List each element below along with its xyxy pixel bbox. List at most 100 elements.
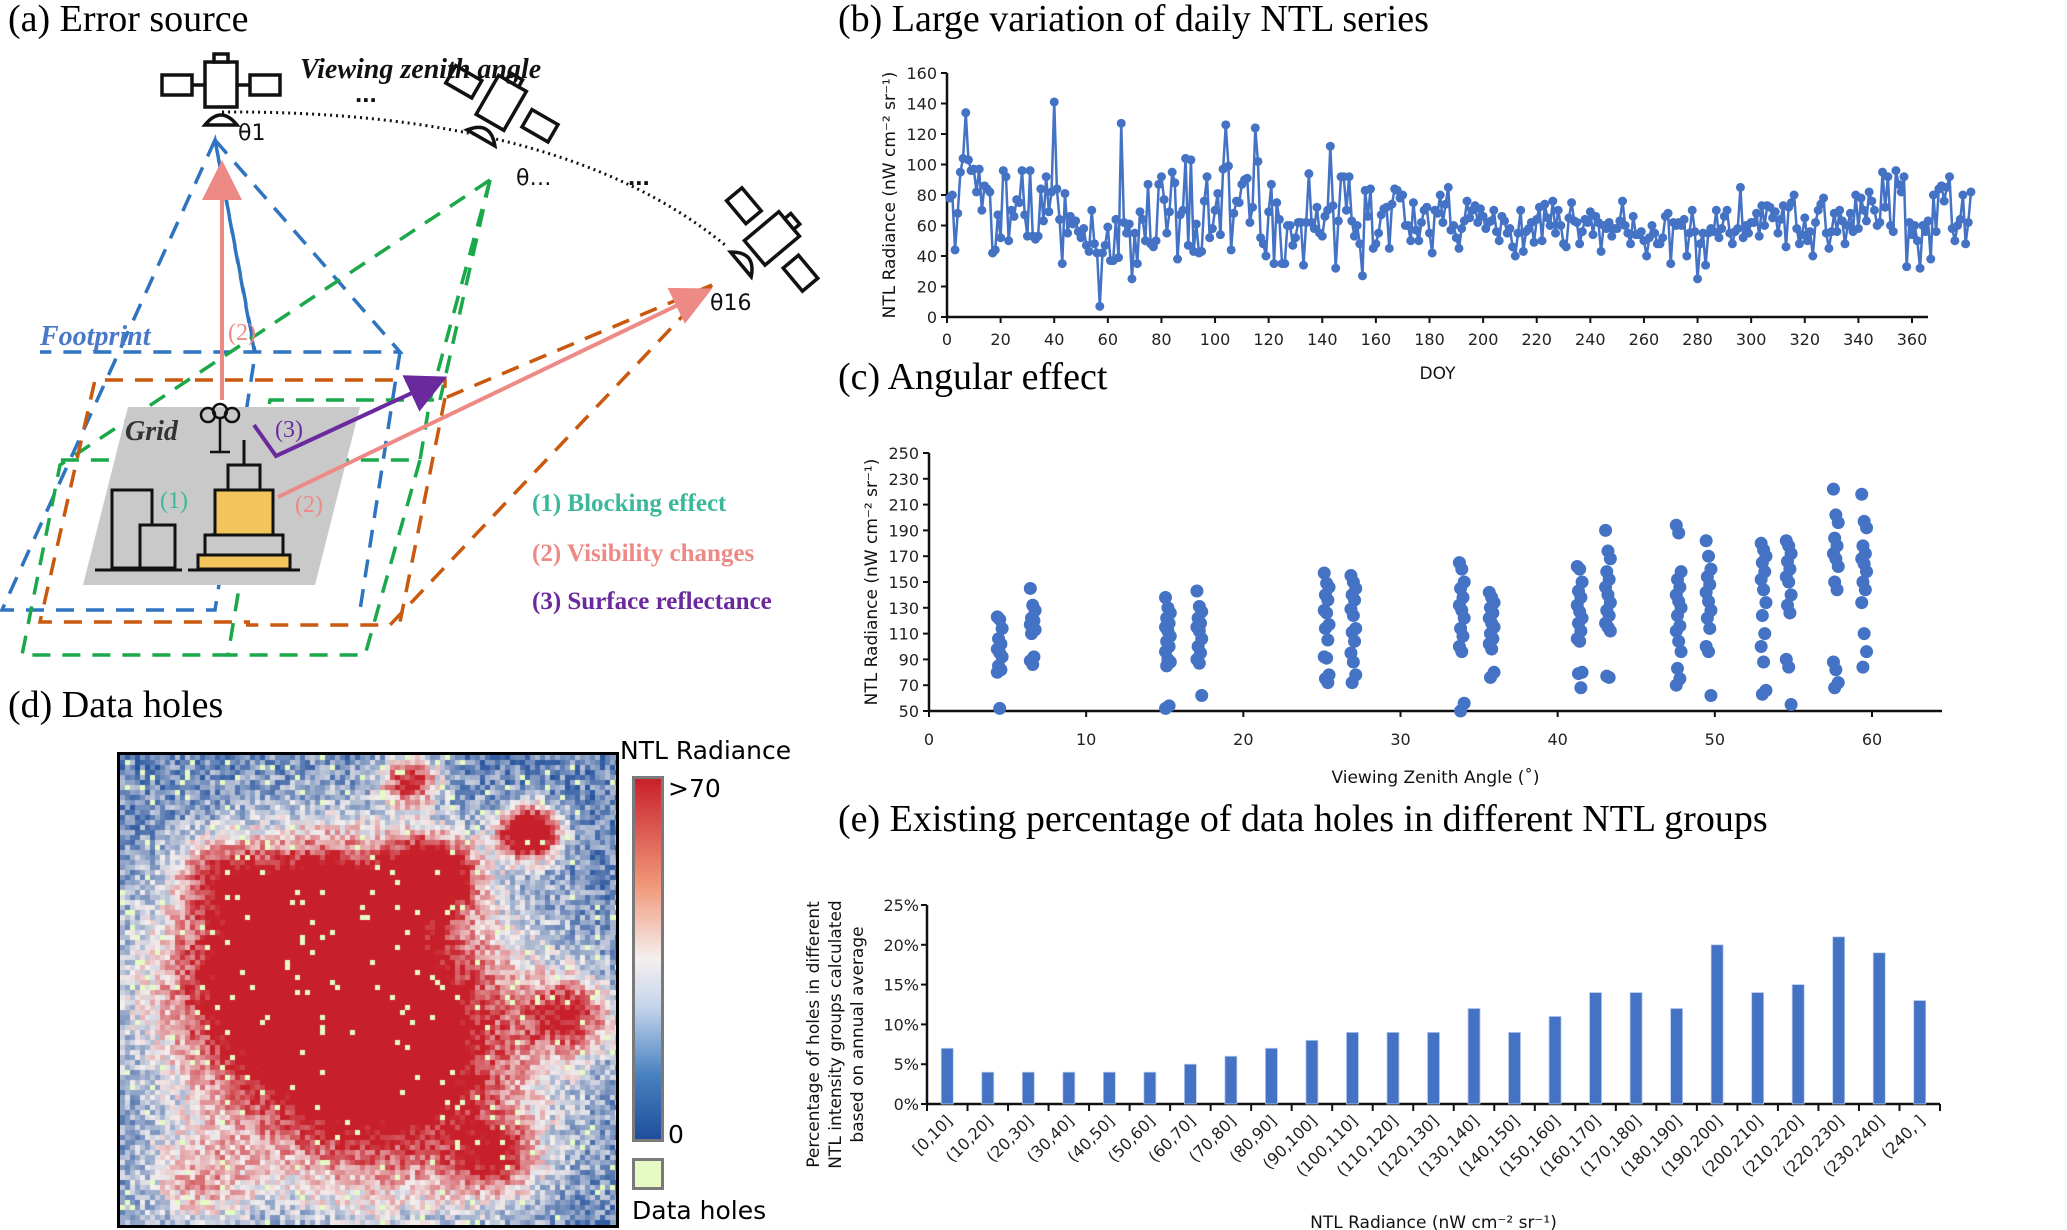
y-tick-label: 0 — [927, 308, 937, 327]
data-point — [1285, 221, 1295, 230]
data-point — [1797, 230, 1807, 240]
y-tick-label: 130 — [888, 599, 919, 618]
data-point — [1682, 251, 1692, 261]
data-point — [1363, 211, 1373, 221]
data-point — [1457, 611, 1471, 625]
data-point — [1757, 655, 1771, 669]
data-point — [1456, 629, 1470, 643]
bar — [981, 1071, 995, 1105]
data-point — [1132, 259, 1142, 269]
x-tick-label: 200 — [1468, 330, 1499, 349]
data-point — [1513, 228, 1523, 238]
bar — [1670, 1008, 1684, 1105]
data-point — [1845, 208, 1855, 218]
data-point — [1026, 658, 1040, 672]
skyscraper-icon — [188, 440, 300, 572]
data-point — [1371, 239, 1381, 249]
satellite-theta16-icon — [724, 185, 821, 294]
bar — [1508, 1031, 1521, 1105]
data-point — [1888, 227, 1898, 237]
data-point — [993, 701, 1007, 715]
data-point — [1690, 227, 1700, 237]
data-point — [1674, 645, 1688, 659]
data-point — [1717, 224, 1727, 234]
data-point — [1869, 205, 1879, 215]
data-point — [1670, 661, 1684, 675]
data-point — [1537, 236, 1547, 246]
data-point — [1290, 233, 1300, 243]
data-point — [1573, 634, 1587, 648]
data-point — [1603, 624, 1617, 638]
data-point — [1485, 642, 1499, 656]
data-point — [1518, 246, 1528, 256]
data-point — [1114, 253, 1124, 263]
data-point — [1039, 216, 1048, 226]
data-point — [1170, 178, 1180, 188]
data-point — [1945, 172, 1955, 182]
panel-d-title: (d) Data holes — [8, 684, 224, 726]
data-point — [1186, 155, 1196, 165]
y-tick-label: 40 — [917, 247, 937, 266]
data-point — [1794, 239, 1804, 249]
y-tick-label: 20% — [883, 936, 919, 955]
data-point — [1755, 609, 1769, 623]
data-point — [1672, 526, 1686, 540]
bar — [1143, 1071, 1157, 1105]
data-point — [1663, 208, 1673, 218]
legend-visibility-changes: (2) Visibility changes — [532, 540, 755, 567]
data-point — [1192, 656, 1206, 670]
x-tick-label: 120 — [1253, 330, 1284, 349]
data-point — [1604, 217, 1614, 227]
panel-a-title: (a) Error source — [8, 0, 249, 40]
x-tick-label: 10 — [1076, 730, 1096, 749]
y-tick-label: 0% — [894, 1095, 919, 1114]
data-point — [1207, 224, 1217, 234]
bar — [1062, 1071, 1076, 1105]
data-point — [1156, 172, 1166, 182]
data-point — [1700, 611, 1714, 625]
x-tick-label: 100 — [1200, 330, 1231, 349]
y-tick-label: 170 — [888, 547, 919, 566]
data-point — [1183, 240, 1193, 250]
data-point — [1789, 190, 1799, 200]
data-point — [1202, 172, 1212, 182]
data-point — [1167, 167, 1177, 177]
data-point — [1052, 184, 1062, 194]
data-point — [1628, 211, 1638, 221]
data-point — [1473, 217, 1483, 227]
data-point — [1958, 190, 1968, 200]
data-point — [1242, 173, 1252, 183]
data-point — [953, 208, 963, 218]
data-point — [1575, 239, 1585, 249]
legend-surface-reflectance: (3) Surface reflectance — [532, 588, 772, 615]
data-point — [996, 233, 1006, 243]
data-point — [1210, 205, 1220, 215]
x-axis-label: NTL Radiance (nW cm⁻² sr⁻¹) — [1310, 1213, 1557, 1230]
data-point — [1567, 198, 1577, 208]
data-point — [1269, 259, 1279, 269]
data-point — [1162, 228, 1172, 238]
data-point — [1097, 248, 1107, 258]
data-point — [1843, 221, 1853, 230]
x-tick-label: 80 — [1151, 330, 1171, 349]
data-point — [1856, 193, 1866, 203]
data-point — [1151, 236, 1161, 246]
bar — [1427, 1031, 1440, 1105]
data-point — [995, 621, 1009, 635]
data-point — [1433, 208, 1443, 218]
data-point — [1896, 187, 1906, 197]
satellite-theta-mid-icon — [443, 63, 561, 150]
data-point — [1596, 246, 1606, 256]
error-source-diagram: Viewing zenith angle ... ... θ1 θ… θ16 F… — [0, 52, 821, 657]
data-point — [1860, 565, 1874, 579]
data-point — [1773, 228, 1783, 238]
data-point — [1588, 230, 1598, 240]
data-point — [1191, 219, 1201, 229]
data-point — [1658, 233, 1668, 243]
data-point — [1253, 156, 1263, 166]
data-point — [1266, 179, 1276, 189]
y-tick-label: 5% — [894, 1055, 919, 1074]
data-point — [1457, 224, 1467, 234]
data-point — [1749, 217, 1759, 227]
